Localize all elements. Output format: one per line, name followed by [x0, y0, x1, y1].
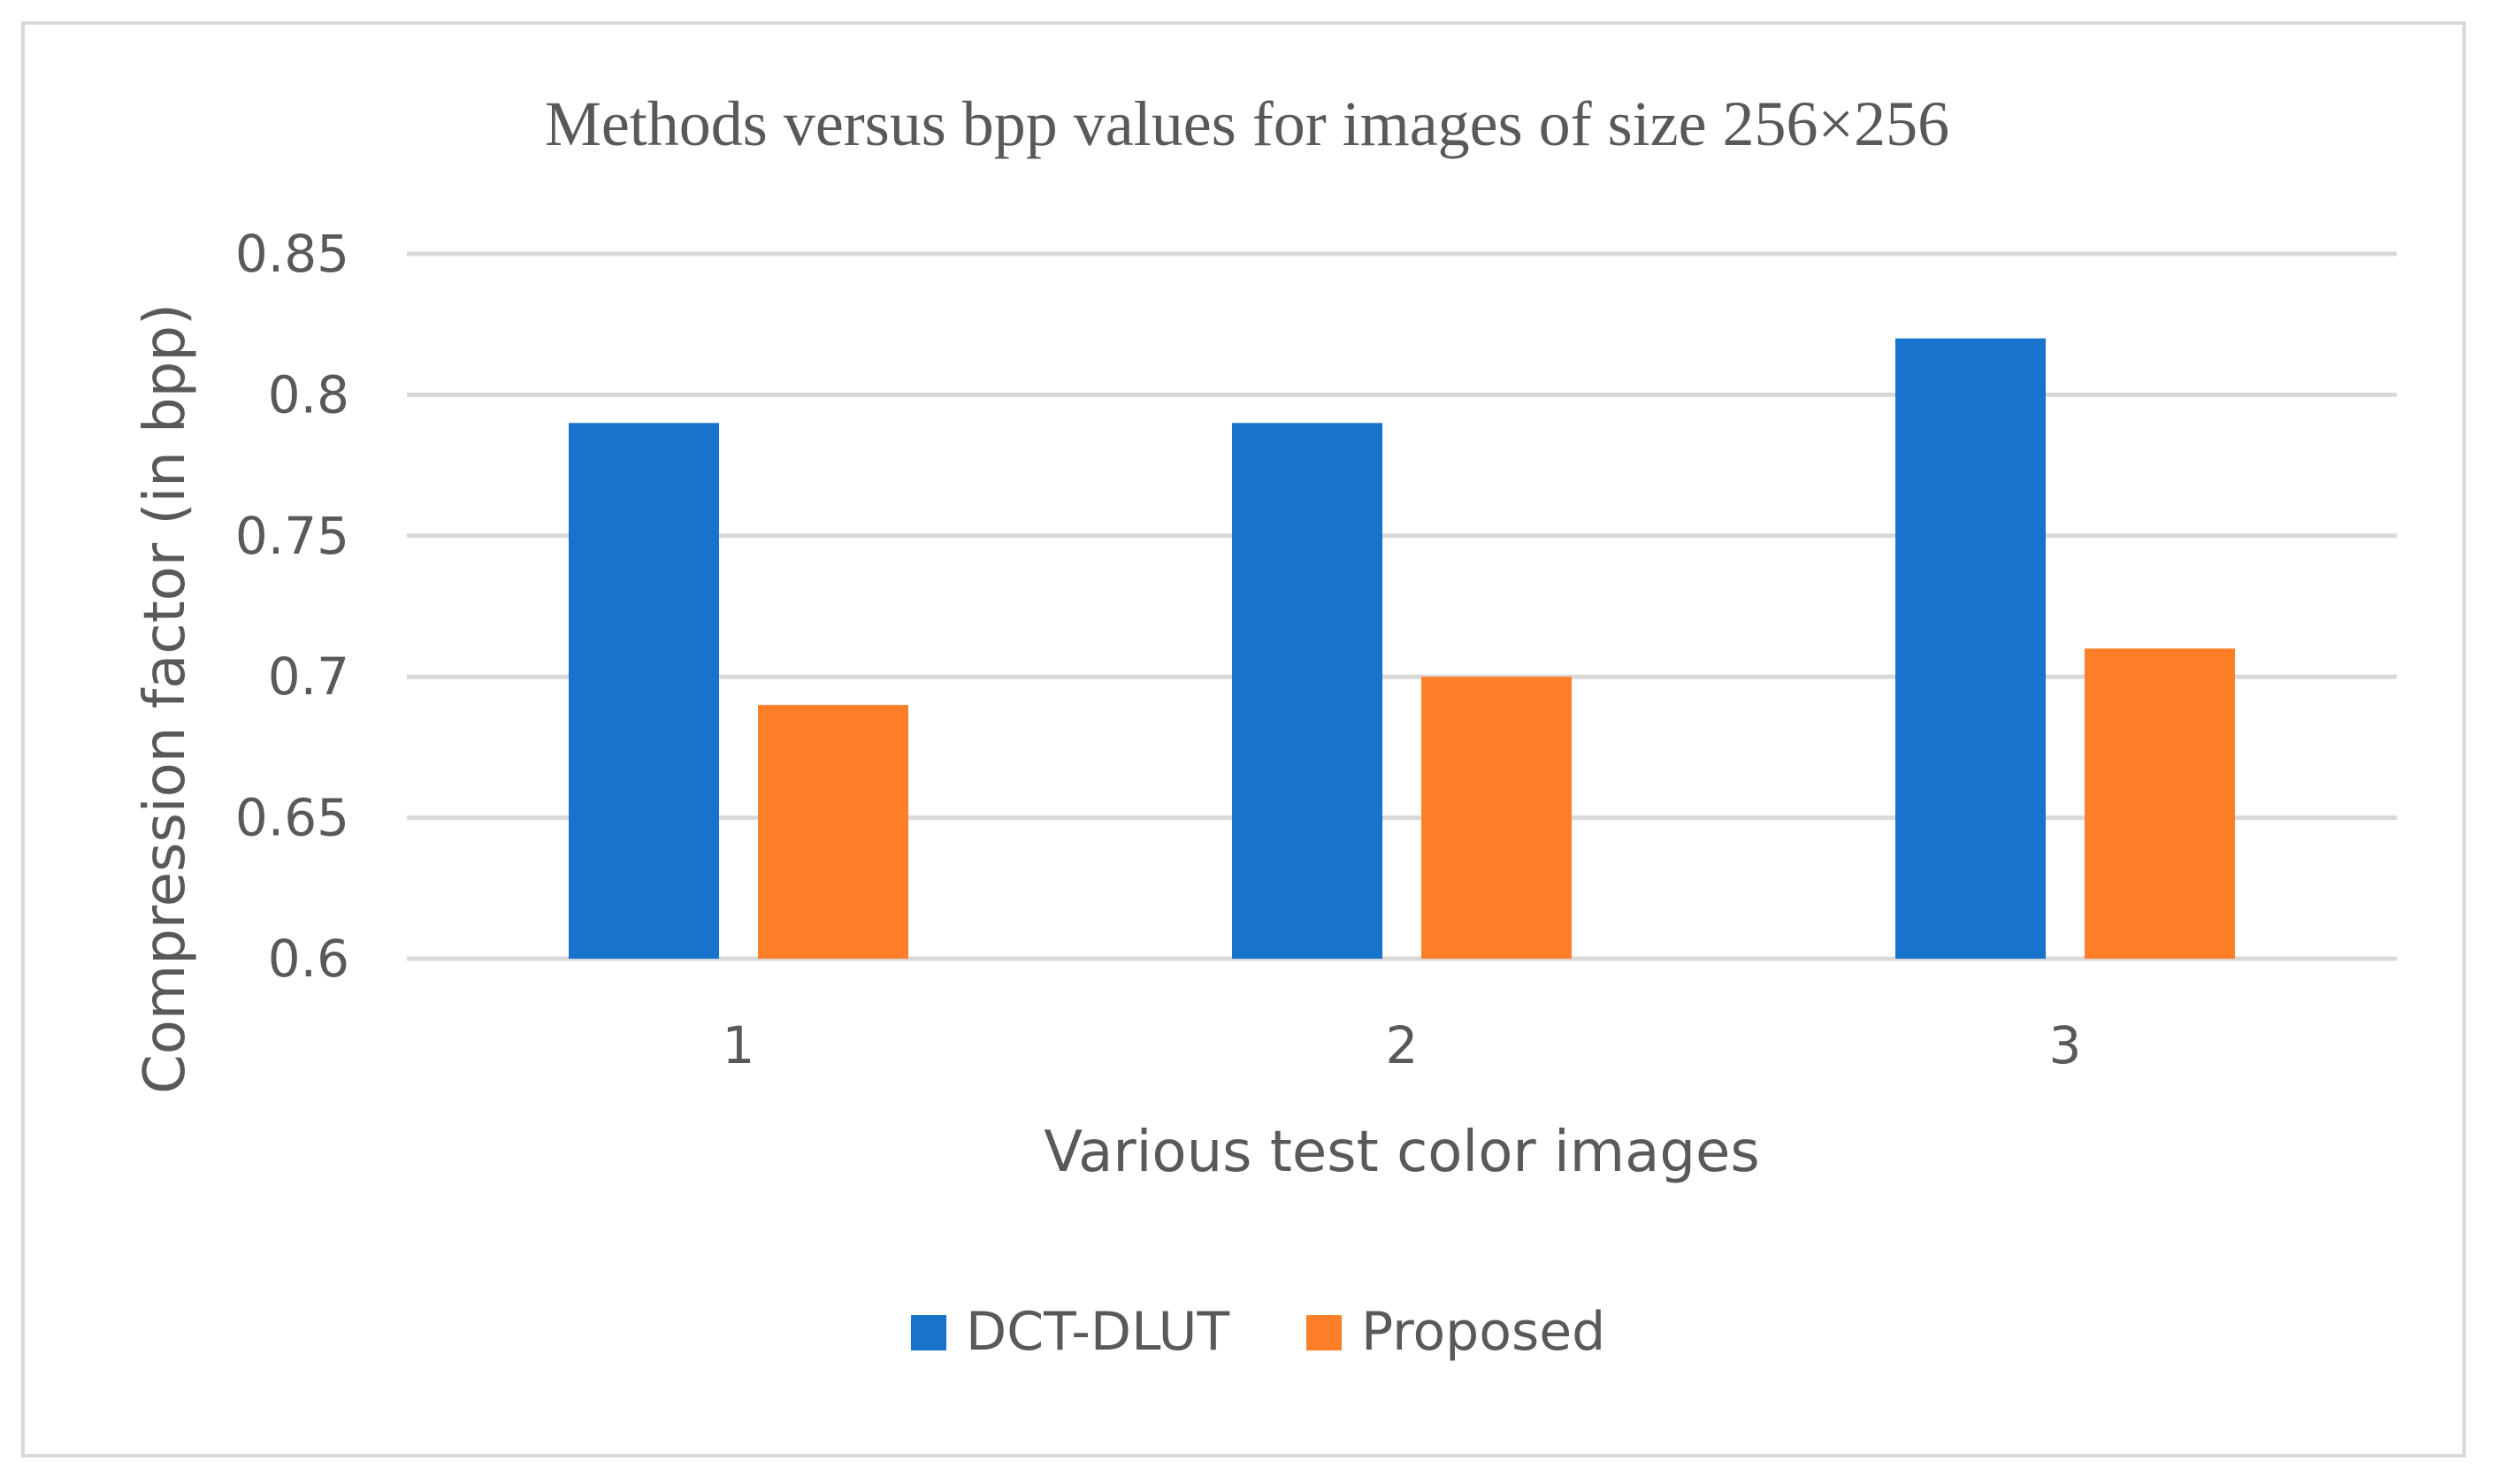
- bar-dct-dlut-2: [1232, 423, 1382, 959]
- chart-title: Methods versus bpp values for images of …: [545, 88, 1949, 159]
- bar-dct-dlut-3: [1895, 338, 2046, 959]
- legend-label-proposed: Proposed: [1361, 1301, 1605, 1363]
- y-tick-label: 0.75: [235, 506, 349, 566]
- y-tick-label: 0.8: [268, 364, 349, 425]
- y-axis-label: Compression factor (in bpp): [133, 303, 198, 1094]
- bars: [569, 338, 2235, 959]
- legend-swatch-dct-dlut: [911, 1315, 946, 1350]
- x-tick-label: 3: [2049, 1015, 2082, 1075]
- gridlines: [407, 251, 2397, 961]
- y-tick-label: 0.85: [235, 224, 349, 284]
- bar-proposed-2: [1421, 677, 1572, 959]
- y-axis-ticks: 0.6 0.65 0.7 0.75 0.8 0.85: [235, 224, 349, 989]
- legend-swatch-proposed: [1306, 1315, 1342, 1350]
- bar-dct-dlut-1: [569, 423, 719, 959]
- legend-label-dct-dlut: DCT-DLUT: [966, 1301, 1229, 1363]
- x-axis-ticks: 1 2 3: [723, 1015, 2082, 1075]
- x-axis-label: Various test color images: [1044, 1120, 1759, 1185]
- bar-proposed-3: [2085, 648, 2235, 959]
- legend: DCT-DLUT Proposed: [911, 1301, 1605, 1363]
- y-tick-label: 0.7: [268, 646, 349, 707]
- x-tick-label: 2: [1386, 1015, 1419, 1075]
- y-tick-label: 0.65: [235, 788, 349, 848]
- x-tick-label: 1: [723, 1015, 755, 1075]
- y-tick-label: 0.6: [268, 929, 349, 989]
- bar-proposed-1: [758, 705, 908, 959]
